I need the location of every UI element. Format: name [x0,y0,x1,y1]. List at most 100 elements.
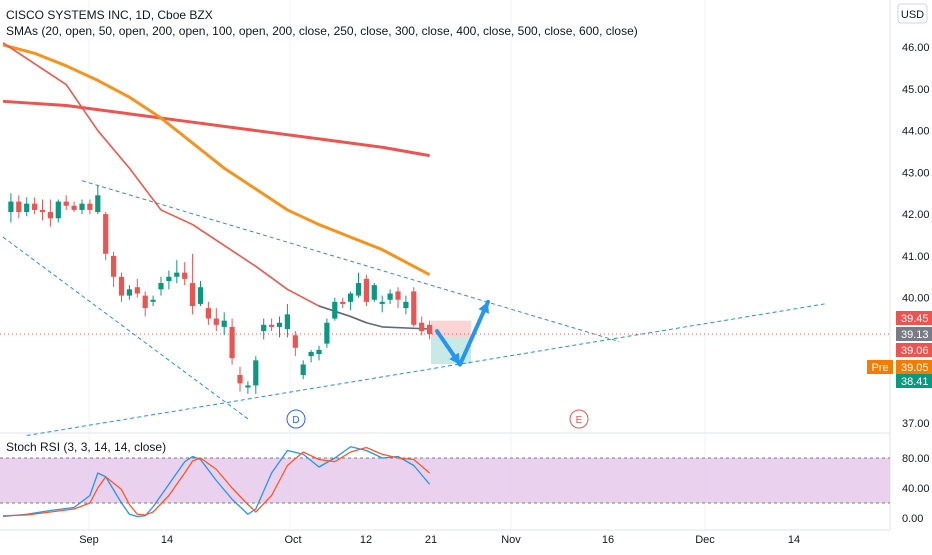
candle-body [395,291,401,300]
time-tick-label: 16 [602,534,614,546]
rsi-d-line [2,446,431,517]
candle-body [111,255,117,277]
candle-body [284,314,290,329]
trendline [81,180,620,343]
price-tick-label: 41.00 [902,251,930,263]
candle-body [245,385,251,388]
price-badge-tag: Pre [871,362,888,374]
candle-body [47,212,53,219]
event-marker-d[interactable]: D [286,409,306,429]
candle-body [379,301,385,304]
price-tick-label: 37.00 [902,418,930,430]
price-badge-value: 39.05 [901,362,929,374]
price-tick-label: 46.00 [902,42,930,54]
candle-body [39,209,46,213]
candle-body [150,299,156,302]
price-badge: 38.41 [896,374,932,388]
candle-body [419,322,425,332]
price-tick-label: 44.00 [902,126,930,138]
candle-body [324,322,330,344]
candle-body [253,360,259,386]
candle-body [276,322,283,327]
candle-body [348,293,354,302]
projection-arrow[interactable] [458,299,490,367]
candle-body [134,287,140,294]
candle-body [261,324,267,332]
candle-body [205,308,211,319]
candle-body [237,374,243,384]
candle-body [190,283,196,307]
candle-body [403,301,409,309]
trendline [26,303,825,437]
candle-body [221,320,227,327]
candle-body [292,335,298,348]
rsi-tick-label: 40.00 [902,483,930,495]
time-tick-label: Nov [501,534,521,546]
candle-body [355,283,362,296]
sma-long-line [2,99,430,158]
candle-body [8,201,14,213]
rsi-band [0,458,890,503]
price-badge: 39.06 [896,343,932,357]
sma-mid-line [2,43,431,277]
currency-label: USD [901,9,924,21]
time-tick-label: 14 [161,534,173,546]
price-tick-label: 40.00 [902,293,930,305]
candle-body [332,301,338,319]
candle-body [411,291,417,325]
candle-body [103,214,109,254]
candle-body [427,324,433,335]
price-tick-label: 42.00 [902,209,930,221]
candle-body [340,301,346,304]
candle-body [87,203,93,210]
candle-body [197,287,204,304]
candle-body [387,293,393,300]
candle-body [118,276,125,296]
candle-body [182,272,188,279]
price-badge-bg [896,343,932,357]
price-badge: 39.05 Pre [867,360,932,374]
rsi-legend: Stoch RSI (3, 3, 14, 14, close) [6,440,166,454]
event-marker-e[interactable]: E [569,409,589,429]
candle-body [371,285,377,300]
price-badge: 39.13 [896,327,932,341]
candle-body [166,276,172,281]
event-marker-circle [286,409,306,429]
price-tick-label: 45.00 [902,84,930,96]
price-badge-bg [896,374,932,388]
price-badge-value: 39.06 [901,345,929,357]
price-badge-bg [896,327,932,341]
rsi-tick-label: 80.00 [902,453,930,465]
candle-body [79,203,85,210]
rsi-tick-label: 0.00 [902,513,923,525]
price-badge-value: 39.45 [901,313,929,325]
time-tick-label: 14 [788,534,800,546]
candle-body [316,349,322,355]
candle-body [142,295,148,309]
price-tick-label: 43.00 [902,167,930,179]
candle-body [16,201,22,213]
candle-body [32,203,38,210]
candle-body [126,289,132,296]
candle-body [63,201,69,206]
candle-body [55,201,61,219]
sma-legend: SMAs (20, open, 50, open, 200, open, 100… [6,24,638,38]
candle-body [71,205,77,210]
time-tick-label: Oct [284,534,301,546]
event-marker-letter: E [576,415,583,426]
price-badge-value: 39.13 [901,329,929,341]
sma-fast-line-recent [318,305,430,330]
time-tick-label: Sep [79,534,99,546]
candle-body [300,364,306,375]
candle-body [174,272,180,277]
candle-body [229,326,235,359]
rsi-k-line [2,446,431,518]
price-badge-bg [896,360,932,374]
projection-arrowhead [478,301,489,314]
currency-button[interactable]: USD [897,3,928,24]
event-marker-letter: D [292,415,299,426]
time-tick-label: 21 [425,534,437,546]
candle-body [213,318,219,325]
